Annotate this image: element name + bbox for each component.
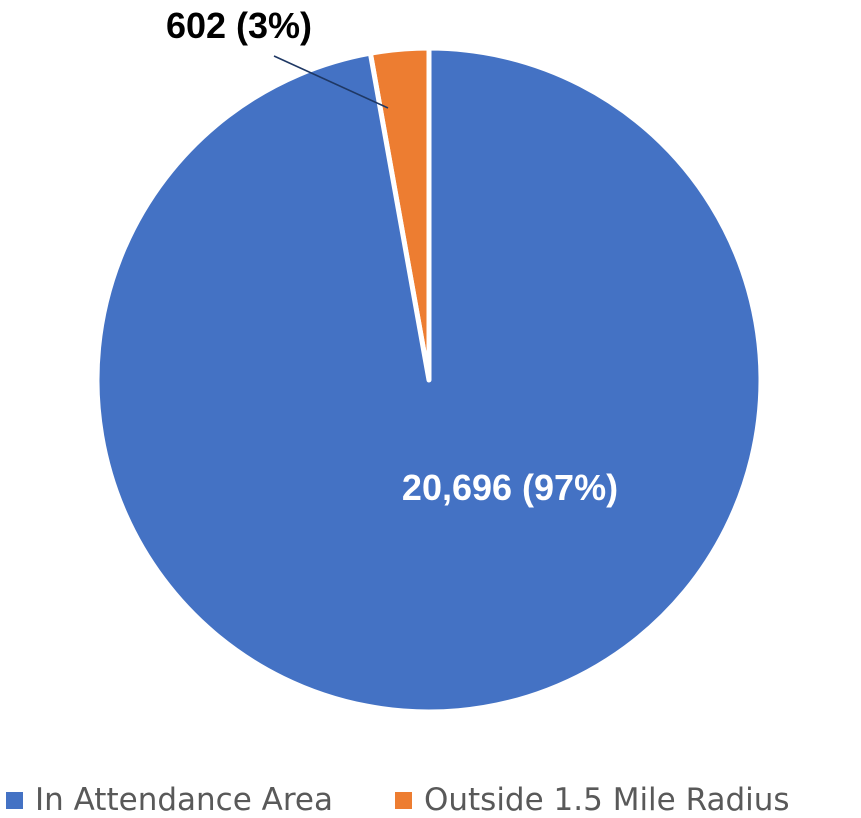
leader-line-outside-radius — [273, 55, 389, 109]
data-label-in-attendance-area: 20,696 (97%) — [402, 467, 618, 508]
legend-label: Outside 1.5 Mile Radius — [423, 782, 790, 818]
legend-item-outside-radius: Outside 1.5 Mile Radius — [394, 782, 790, 818]
pie-slice-in-attendance-area — [94, 45, 764, 715]
legend-item-in-attendance-area: In Attendance Area — [6, 782, 333, 818]
pie-slices — [94, 45, 764, 715]
legend-swatch-orange — [394, 791, 412, 809]
legend-swatch-blue — [6, 791, 23, 809]
legend-label: In Attendance Area — [35, 782, 333, 818]
legend: In Attendance Area Outside 1.5 Mile Radi… — [6, 782, 790, 818]
data-label-outside-radius: 602 (3%) — [166, 5, 312, 46]
